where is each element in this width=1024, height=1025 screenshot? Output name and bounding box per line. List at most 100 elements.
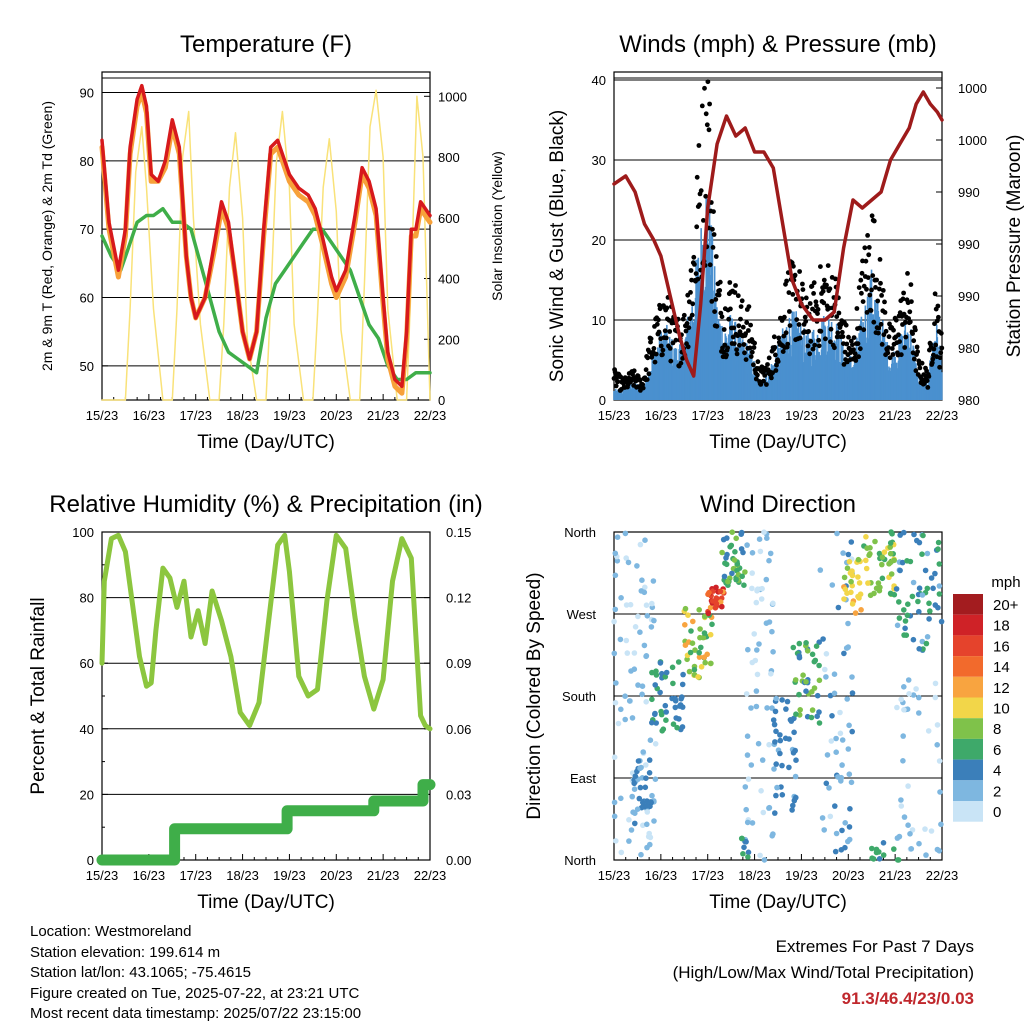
- y-tick-label: 60: [80, 656, 94, 671]
- gust-mark: [897, 310, 903, 316]
- gust-mark: [823, 336, 828, 342]
- gust-mark: [735, 333, 741, 339]
- gust-mark: [731, 341, 737, 346]
- gust-mark: [864, 310, 870, 315]
- direction-mark: [663, 709, 669, 715]
- gust-mark: [864, 286, 869, 292]
- gust-mark: [818, 328, 824, 334]
- y2-tick-label: 0.09: [446, 656, 471, 671]
- direction-mark: [865, 580, 871, 586]
- direction-mark: [709, 621, 715, 628]
- extremes-subtitle: (High/Low/Max Wind/Total Precipitation): [672, 963, 974, 982]
- gust-mark: [811, 280, 817, 286]
- direction-mark: [613, 838, 619, 844]
- direction-mark: [832, 803, 838, 809]
- gust-mark: [865, 275, 871, 280]
- direction-mark: [649, 696, 655, 703]
- x-tick-label: 17/23: [179, 868, 212, 883]
- direction-mark: [791, 797, 798, 804]
- direction-mark: [887, 550, 894, 557]
- direction-mark: [833, 830, 840, 837]
- gust-mark: [780, 349, 786, 354]
- direction-mark: [611, 799, 618, 806]
- y-tick-label: 30: [592, 153, 606, 168]
- direction-mark: [723, 555, 729, 561]
- direction-mark: [615, 720, 622, 727]
- direction-mark: [826, 785, 832, 791]
- direction-mark: [697, 634, 703, 641]
- direction-mark: [614, 558, 621, 564]
- direction-mark: [840, 550, 846, 556]
- direction-mark: [835, 604, 842, 611]
- y-tick-label: 20: [592, 233, 606, 248]
- gust-mark: [761, 378, 766, 384]
- direction-mark: [803, 688, 809, 694]
- direction-mark: [613, 680, 619, 686]
- gust-mark: [834, 314, 840, 319]
- gust-mark: [865, 233, 870, 238]
- chart-title: Winds (mph) & Pressure (mb): [619, 31, 936, 58]
- direction-mark: [623, 637, 630, 644]
- direction-mark: [816, 662, 822, 669]
- station-info: Location: Westmoreland Station elevation…: [30, 922, 361, 1025]
- y2-tick-label: 200: [438, 332, 460, 347]
- gust-mark: [879, 342, 885, 347]
- direction-mark: [734, 561, 741, 567]
- gust-mark: [914, 344, 920, 350]
- direction-mark: [814, 713, 820, 720]
- gust-mark: [889, 346, 895, 351]
- y2-tick-label: 1000: [958, 133, 987, 148]
- gust-mark: [710, 226, 715, 232]
- gust-mark: [833, 276, 838, 282]
- direction-mark: [756, 536, 763, 542]
- gust-mark: [734, 347, 739, 353]
- chart-title: Relative Humidity (%) & Precipitation (i…: [49, 491, 482, 518]
- gust-mark: [786, 290, 792, 295]
- direction-mark: [682, 622, 688, 628]
- direction-mark: [676, 716, 682, 722]
- gust-mark: [824, 282, 829, 288]
- gust-mark: [869, 213, 875, 219]
- direction-mark: [845, 746, 852, 752]
- direction-mark: [643, 653, 649, 660]
- gust-mark: [936, 314, 941, 320]
- direction-mark: [822, 666, 828, 673]
- direction-mark: [698, 644, 704, 651]
- y-tick-label: 90: [80, 86, 94, 101]
- x-tick-label: 19/23: [273, 868, 306, 883]
- gust-mark: [662, 328, 668, 334]
- gust-mark: [689, 312, 695, 318]
- direction-mark: [879, 575, 886, 582]
- direction-mark: [924, 550, 931, 557]
- direction-mark: [649, 719, 655, 726]
- gust-mark: [862, 245, 868, 251]
- gust-mark: [836, 310, 842, 316]
- direction-mark: [900, 733, 906, 739]
- legend-label: 16: [993, 638, 1010, 655]
- gust-mark: [896, 332, 901, 338]
- direction-mark: [894, 622, 901, 629]
- gust-mark: [875, 330, 881, 336]
- gust-mark: [911, 356, 917, 362]
- gust-mark: [694, 224, 700, 230]
- y2-axis-label: Station Pressure (Maroon): [1004, 135, 1024, 358]
- gust-mark: [734, 351, 740, 357]
- direction-mark: [858, 607, 864, 613]
- direction-mark: [790, 802, 796, 809]
- direction-mark: [769, 628, 775, 635]
- dewpoint-series: [100, 206, 432, 382]
- x-tick-label: 21/23: [879, 868, 912, 883]
- created-text: Figure created on Tue, 2025-07-22, at 23…: [30, 984, 360, 1002]
- y2-tick-label: 1000: [958, 81, 987, 96]
- direction-mark: [743, 691, 750, 697]
- x-tick-label: 19/23: [785, 408, 818, 423]
- gust-mark: [640, 382, 646, 387]
- direction-mark: [791, 729, 797, 736]
- gust-mark: [727, 280, 733, 285]
- gust-mark: [863, 258, 869, 264]
- direction-mark: [916, 840, 922, 847]
- direction-mark: [648, 624, 655, 630]
- gust-mark: [890, 352, 896, 357]
- gust-mark: [901, 290, 906, 296]
- gust-mark: [938, 330, 944, 336]
